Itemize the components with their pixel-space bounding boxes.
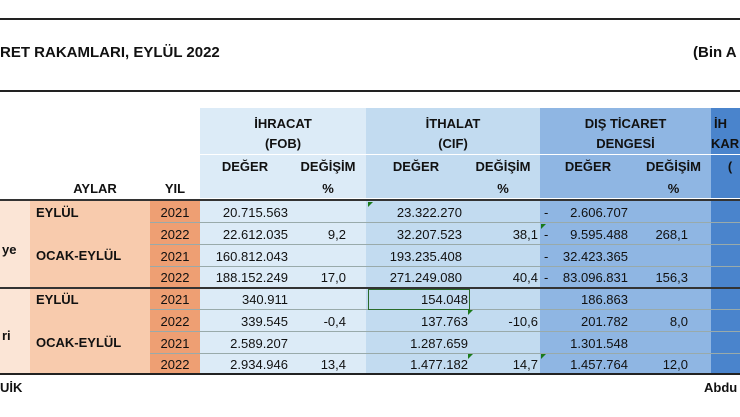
author-label: Abdu: [704, 380, 738, 395]
ihracat-degisim-header: DEĞİŞİM: [300, 159, 356, 174]
ithalat-value[interactable]: 137.763: [421, 314, 468, 329]
dtd-sign: -: [544, 270, 549, 285]
ihracat-change[interactable]: 17,0: [320, 270, 346, 285]
last-col-sub-header: (: [727, 159, 733, 174]
dtd-value[interactable]: 83.096.831: [562, 270, 628, 285]
cell-warning-marker: [541, 224, 546, 229]
top-border: [0, 18, 740, 20]
ithalat-header-bg: [366, 108, 540, 198]
cell-warning-marker: [541, 354, 546, 359]
yil-header: YIL: [164, 181, 186, 196]
row-separator: [150, 353, 740, 354]
bottom-border: [0, 373, 740, 375]
ithalat-value[interactable]: 154.048: [421, 292, 468, 307]
header-divider: [200, 154, 740, 155]
dtd-change[interactable]: 12,0: [662, 357, 688, 372]
ithalat-value[interactable]: 193.235.408: [389, 249, 462, 264]
ithalat-value[interactable]: 1.287.659: [410, 336, 468, 351]
period-label: EYLÜL: [36, 292, 79, 307]
dtd-value[interactable]: 2.606.707: [570, 205, 628, 220]
ithalat-change[interactable]: 40,4: [512, 270, 538, 285]
ihracat-change[interactable]: 13,4: [320, 357, 346, 372]
year-cell[interactable]: 2022: [160, 314, 190, 329]
ithalat-value[interactable]: 32.207.523: [396, 227, 462, 242]
ithalat-sub-header: (CIF): [438, 136, 468, 151]
page-title: RET RAKAMLARI, EYLÜL 2022: [0, 44, 220, 61]
dtd-change[interactable]: 8,0: [669, 314, 688, 329]
ithalat-value[interactable]: 1.477.182: [410, 357, 468, 372]
group-divider: [0, 287, 740, 289]
row-separator: [150, 244, 740, 245]
ihracat-value[interactable]: 339.545: [241, 314, 288, 329]
ihracat-sub-header: (FOB): [264, 136, 302, 151]
ithalat-header: İTHALAT: [425, 116, 481, 131]
group-label-other: ri: [2, 328, 11, 343]
year-cell[interactable]: 2022: [160, 270, 190, 285]
row-separator: [150, 266, 740, 267]
dtd-value[interactable]: 186.863: [581, 292, 628, 307]
cell-warning-marker: [468, 354, 473, 359]
ihracat-value[interactable]: 2.934.946: [230, 357, 288, 372]
header-border: [0, 90, 740, 92]
group-label-turkiye: ye: [2, 242, 17, 257]
dtd-degisim-header: DEĞİŞİM: [646, 159, 701, 174]
ihracat-value[interactable]: 160.812.043: [215, 249, 288, 264]
dtd-deger-header: DEĞER: [564, 159, 612, 174]
period-label: EYLÜL: [36, 205, 79, 220]
year-cell[interactable]: 2022: [160, 227, 190, 242]
row-separator: [150, 222, 740, 223]
aylar-header: AYLAR: [73, 181, 117, 196]
ihracat-change[interactable]: 9,2: [327, 227, 346, 242]
dtd-value[interactable]: 32.423.365: [562, 249, 628, 264]
ithalat-value[interactable]: 271.249.080: [389, 270, 462, 285]
dtd-pct-header: %: [667, 181, 680, 196]
period-label: OCAK-EYLÜL: [36, 335, 122, 350]
selected-cell-outline: [368, 289, 470, 310]
ihr-karsilama-header-bg: [711, 108, 740, 198]
ihracat-value[interactable]: 340.911: [241, 292, 288, 307]
ihracat-value[interactable]: 188.152.249: [215, 270, 288, 285]
year-cell[interactable]: 2021: [160, 292, 190, 307]
ithalat-pct-header: %: [497, 181, 509, 196]
ihr-karsilama-sub-header: KAR: [711, 136, 740, 151]
ihracat-value[interactable]: 20.715.563: [222, 205, 288, 220]
ithalat-value[interactable]: 23.322.270: [396, 205, 462, 220]
cell-warning-marker: [468, 310, 473, 315]
dtd-value[interactable]: 1.457.764: [570, 357, 628, 372]
dis-ticaret-header-bg: [540, 108, 711, 198]
ihr-karsilama-header: İH: [714, 116, 727, 131]
ithalat-degisim-header: DEĞİŞİM: [475, 159, 531, 174]
unit-label: (Bin A: [693, 44, 737, 61]
ithalat-deger-header: DEĞER: [392, 159, 440, 174]
dtd-sign: -: [544, 205, 549, 220]
ihracat-change[interactable]: -0,4: [323, 314, 346, 329]
period-label: OCAK-EYLÜL: [36, 248, 122, 263]
ithalat-change[interactable]: -10,6: [508, 314, 538, 329]
ihracat-value[interactable]: 2.589.207: [230, 336, 288, 351]
ithalat-change[interactable]: 38,1: [512, 227, 538, 242]
dtd-sign: -: [544, 227, 549, 242]
dtd-value[interactable]: 9.595.488: [570, 227, 628, 242]
ihracat-header: İHRACAT: [254, 116, 312, 131]
dtd-value[interactable]: 201.782: [581, 314, 628, 329]
row-separator: [150, 331, 740, 332]
ihracat-pct-header: %: [322, 181, 334, 196]
source-label: UİK: [0, 380, 23, 395]
year-cell[interactable]: 2021: [160, 336, 190, 351]
cell-warning-marker: [368, 202, 373, 207]
dtd-change[interactable]: 156,3: [655, 270, 688, 285]
ihracat-header-bg: [200, 108, 366, 198]
dtd-value[interactable]: 1.301.548: [570, 336, 628, 351]
dis-ticaret-header: DIŞ TİCARET: [584, 116, 667, 131]
dtd-change[interactable]: 268,1: [655, 227, 688, 242]
year-cell[interactable]: 2021: [160, 205, 190, 220]
ihracat-value[interactable]: 22.612.035: [222, 227, 288, 242]
year-cell[interactable]: 2021: [160, 249, 190, 264]
year-cell[interactable]: 2022: [160, 357, 190, 372]
dis-ticaret-sub-header: DENGESİ: [596, 136, 655, 151]
dtd-sign: -: [544, 249, 549, 264]
ithalat-change[interactable]: 14,7: [512, 357, 538, 372]
ihracat-deger-header: DEĞER: [221, 159, 269, 174]
header-bottom-border: [0, 199, 740, 201]
